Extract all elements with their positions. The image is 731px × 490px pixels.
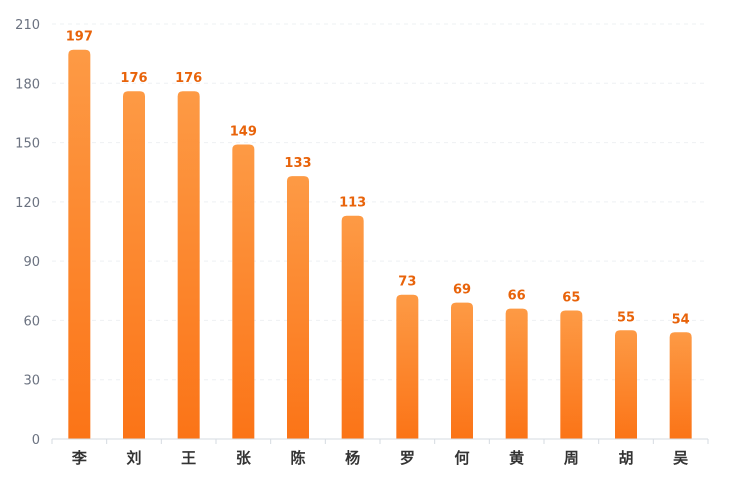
- bar-杨[interactable]: [341, 215, 364, 439]
- data-label: 54: [672, 312, 690, 327]
- data-label: 66: [508, 289, 526, 304]
- y-tick-label: 0: [32, 433, 40, 448]
- bar-王[interactable]: [177, 91, 200, 439]
- data-labels: 197 176 176 149 133 113 73 69 66 65 55 54: [66, 30, 690, 328]
- y-tick-label: 90: [23, 255, 40, 270]
- x-tick-label: 杨: [345, 449, 360, 467]
- x-tick-label: 胡: [618, 449, 633, 467]
- bar-何[interactable]: [451, 302, 473, 439]
- y-tick-label: 150: [15, 137, 40, 152]
- y-tick-label: 180: [15, 77, 40, 92]
- bar-刘[interactable]: [123, 91, 145, 439]
- data-label: 197: [66, 30, 93, 45]
- data-label: 176: [120, 71, 147, 86]
- bar-李[interactable]: [68, 49, 91, 439]
- x-tick-label: 王: [181, 449, 196, 467]
- data-label: 65: [562, 291, 580, 306]
- y-axis: 0 30 60 90 120 150 180 210: [15, 18, 40, 448]
- bar-周[interactable]: [560, 310, 583, 439]
- data-label: 149: [230, 125, 257, 140]
- y-tick-label: 30: [23, 374, 40, 389]
- y-tick-label: 60: [23, 314, 40, 329]
- data-label: 73: [398, 275, 416, 290]
- x-tick-label: 吴: [673, 449, 688, 467]
- x-tick-label: 黄: [509, 449, 524, 467]
- data-label: 133: [284, 156, 311, 171]
- y-tick-label: 120: [15, 196, 40, 211]
- x-tick-label: 李: [71, 449, 88, 467]
- x-tick-label: 陈: [290, 449, 305, 467]
- data-label: 69: [453, 283, 471, 298]
- data-label: 55: [617, 310, 635, 325]
- x-tick-label: 罗: [400, 449, 415, 467]
- x-tick-label: 周: [564, 449, 579, 467]
- bar-吴[interactable]: [669, 332, 692, 439]
- x-tick-label: 张: [236, 449, 252, 467]
- x-tick-label: 刘: [126, 449, 141, 467]
- data-label: 113: [339, 196, 366, 211]
- bar-罗[interactable]: [396, 294, 419, 439]
- x-axis: 李刘王张陈杨罗何黄周胡吴: [51, 438, 709, 467]
- y-tick-label: 210: [15, 18, 40, 33]
- bar-陈[interactable]: [287, 176, 309, 439]
- bar-张[interactable]: [232, 144, 255, 440]
- bar-黄[interactable]: [505, 308, 528, 439]
- data-label: 176: [175, 71, 202, 86]
- bars: [68, 49, 692, 440]
- gridlines: [52, 23, 708, 381]
- bar-胡[interactable]: [615, 330, 637, 439]
- x-tick-label: 何: [454, 449, 469, 467]
